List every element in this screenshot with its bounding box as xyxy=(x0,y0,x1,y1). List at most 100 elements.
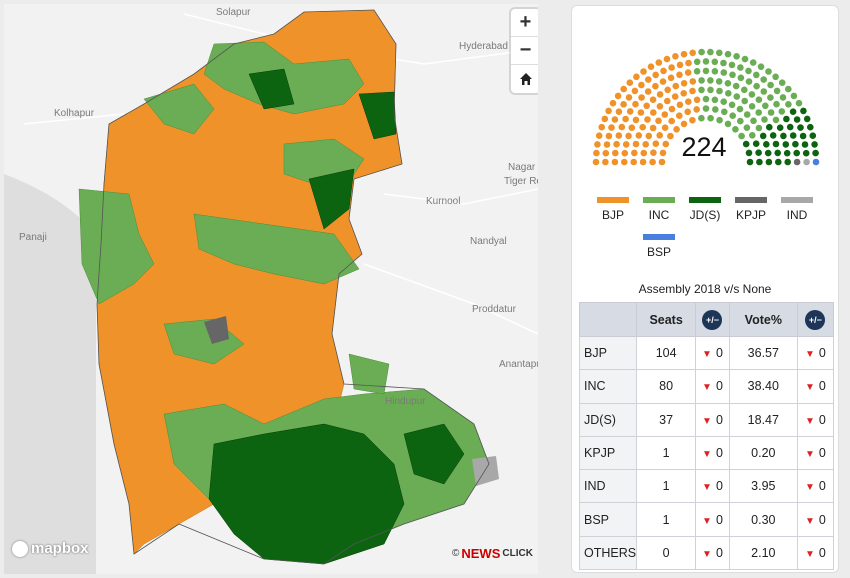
region-jds-north[interactable] xyxy=(358,91,397,140)
legend-item-bjp[interactable]: BJP xyxy=(590,197,636,222)
seat-dot xyxy=(761,116,768,123)
seat-dot xyxy=(698,48,705,56)
seat-change: ▼ 0 xyxy=(695,502,730,537)
sea-area xyxy=(4,174,96,574)
seat-change: ▼ 0 xyxy=(695,469,730,504)
vote-share: 0.30 xyxy=(728,502,798,537)
mapbox-logo[interactable]: mapbox xyxy=(12,540,89,557)
header-party xyxy=(578,302,638,337)
home-button[interactable] xyxy=(511,65,538,93)
header-vote-change[interactable]: +/− xyxy=(796,302,835,337)
seat-dot xyxy=(644,88,652,95)
election-map[interactable]: Solapur Hyderabad Kolhapur Panaji Kurnoo… xyxy=(4,4,538,574)
seat-dot xyxy=(720,98,727,105)
seat-dot xyxy=(755,149,762,156)
seat-dot xyxy=(707,86,714,94)
table-row: BJP 104 ▼ 0 36.57 ▼ 0 xyxy=(578,335,835,371)
seat-dot xyxy=(729,112,736,119)
region-jds-south[interactable] xyxy=(208,423,405,565)
seat-dot xyxy=(662,140,670,148)
home-icon xyxy=(519,73,532,85)
region-ind[interactable] xyxy=(472,456,499,486)
seat-dot xyxy=(783,149,791,157)
seat-dot xyxy=(693,68,701,75)
seat-dot xyxy=(685,98,692,105)
zoom-out-button[interactable]: − xyxy=(511,37,538,65)
seat-dot xyxy=(676,71,683,79)
city-label: Panaji xyxy=(19,232,47,243)
header-seats-change[interactable]: +/− xyxy=(695,302,730,337)
region-inc-west[interactable] xyxy=(78,188,155,305)
region-inc-east[interactable] xyxy=(348,353,390,395)
down-arrow-icon: ▼ xyxy=(804,515,815,527)
legend-item-inc[interactable]: INC xyxy=(636,197,682,222)
seat-dot xyxy=(652,140,660,147)
city-label: Nagar xyxy=(508,162,536,173)
seat-dot xyxy=(743,124,751,131)
party-legend: BJP INC JD(S) KPJP IND BSP xyxy=(590,197,826,271)
seat-dot xyxy=(767,109,775,116)
legend-item-kpjp[interactable]: KPJP xyxy=(728,197,774,222)
seat-count: 1 xyxy=(636,435,697,471)
seat-dot xyxy=(632,140,640,148)
seat-dot xyxy=(732,82,740,90)
seat-dot xyxy=(639,158,647,166)
city-label: Hindupur xyxy=(385,396,426,407)
seat-dot xyxy=(620,85,627,93)
region-inc-northwest[interactable] xyxy=(143,83,215,135)
seat-dot xyxy=(795,99,803,107)
seat-dot xyxy=(649,124,657,132)
seat-dot xyxy=(612,149,619,157)
seat-dot xyxy=(748,91,756,98)
seat-dot xyxy=(765,68,772,75)
seat-dot xyxy=(661,124,669,131)
city-label: Nandyal xyxy=(470,236,507,247)
region-jds-northwest[interactable] xyxy=(248,68,295,110)
seat-dot xyxy=(661,111,669,118)
city-label: Proddatur xyxy=(472,304,516,315)
legend-item-bsp[interactable]: BSP xyxy=(636,234,682,259)
seat-dot xyxy=(632,116,640,124)
seat-dot xyxy=(750,117,757,125)
seat-dot xyxy=(698,86,705,94)
seat-dot xyxy=(613,140,620,148)
seat-dot xyxy=(643,102,650,110)
legend-item-jds[interactable]: JD(S) xyxy=(682,197,728,222)
seat-dot xyxy=(689,87,696,95)
down-arrow-icon: ▼ xyxy=(804,415,815,427)
vote-share: 2.10 xyxy=(728,535,798,571)
seat-dot xyxy=(659,149,667,157)
zoom-in-button[interactable]: + xyxy=(511,9,538,37)
seat-dot xyxy=(689,78,697,85)
seat-count: 104 xyxy=(636,335,697,371)
seat-dot xyxy=(656,103,664,110)
seat-change: ▼ 0 xyxy=(695,335,730,371)
seat-dot xyxy=(755,124,763,132)
seat-dot xyxy=(733,53,740,60)
seat-dot xyxy=(772,73,779,81)
seat-dot xyxy=(745,149,753,157)
seat-dot xyxy=(639,123,646,131)
seat-dot xyxy=(801,141,809,148)
seat-dot xyxy=(755,96,763,103)
down-arrow-icon: ▼ xyxy=(702,415,712,427)
region-kpjp[interactable] xyxy=(204,316,229,344)
seat-dot xyxy=(784,158,791,166)
region-inc-central[interactable] xyxy=(193,213,360,285)
seat-dot xyxy=(676,112,683,119)
region-jds-southeast[interactable] xyxy=(403,423,465,485)
seat-dot xyxy=(608,124,615,131)
seat-dot xyxy=(601,115,609,123)
seat-dot xyxy=(753,71,760,79)
seat-dot xyxy=(741,86,748,94)
seat-dot xyxy=(644,116,651,123)
seat-dot xyxy=(605,132,613,140)
seat-dot xyxy=(738,132,745,140)
seat-dot xyxy=(707,77,714,84)
map-canvas[interactable] xyxy=(4,4,538,574)
seat-change: ▼ 0 xyxy=(695,369,730,404)
region-jds-mid[interactable] xyxy=(308,168,355,230)
legend-item-ind[interactable]: IND xyxy=(774,197,820,222)
seat-dot xyxy=(720,59,727,67)
seat-dot xyxy=(702,95,710,103)
